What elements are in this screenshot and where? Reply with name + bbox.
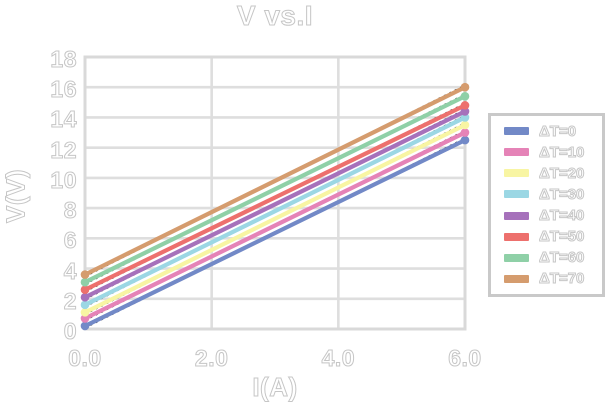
legend-swatch — [504, 148, 529, 157]
legend-label: ΔT=60 — [538, 249, 585, 267]
x-tick-label: 2.0 — [194, 345, 229, 372]
x-axis-label: I(A) — [252, 372, 298, 403]
legend-item: ΔT=50 — [491, 227, 602, 247]
series-line — [82, 130, 468, 321]
y-tick-label: 6 — [63, 227, 77, 254]
series-line — [82, 122, 468, 315]
legend-swatch — [504, 253, 529, 262]
series-line — [82, 103, 468, 292]
legend-item: ΔT=30 — [491, 184, 602, 204]
series-marker — [460, 101, 470, 110]
legend-item: ΔT=0 — [491, 121, 602, 141]
x-tick-label: 4.0 — [321, 345, 356, 372]
legend-label: ΔT=0 — [538, 122, 577, 140]
legend-label: ΔT=70 — [538, 270, 585, 288]
legend-item: ΔT=20 — [491, 163, 602, 183]
series-marker — [460, 107, 470, 116]
x-tick-label: 0.0 — [68, 345, 102, 372]
series-marker — [460, 120, 470, 130]
series-line — [82, 115, 468, 307]
series-marker — [80, 277, 90, 287]
series-marker — [80, 314, 90, 323]
legend-swatch — [504, 127, 529, 136]
legend-swatch — [504, 274, 529, 283]
legend-swatch — [504, 169, 529, 178]
legend-label: ΔT=50 — [538, 228, 585, 246]
legend-item: ΔT=40 — [491, 206, 602, 226]
y-tick-label: 0 — [63, 318, 77, 345]
y-tick-label: 10 — [50, 166, 77, 193]
y-tick-label: 14 — [50, 106, 77, 133]
legend-swatch — [504, 211, 529, 220]
series-marker — [80, 321, 90, 331]
legend-label: ΔT=30 — [538, 185, 585, 203]
series-marker — [80, 292, 90, 302]
y-tick-label: 4 — [63, 257, 77, 284]
series-marker — [460, 135, 470, 145]
series-line — [82, 138, 468, 329]
y-tick-label: 12 — [50, 136, 77, 163]
series-marker — [460, 82, 470, 92]
y-tick-label: 18 — [50, 46, 77, 73]
legend-item: ΔT=60 — [491, 248, 602, 268]
legend-label: ΔT=40 — [538, 207, 585, 225]
legend-label: ΔT=20 — [538, 164, 585, 182]
legend-swatch — [504, 232, 529, 241]
legend: ΔT=0 ΔT=10 ΔT=20 ΔT=30 ΔT=40 ΔT=50 ΔT=60 ΔT=70 — [488, 113, 605, 297]
series-marker — [460, 113, 470, 122]
series-marker — [80, 308, 90, 317]
legend-label: ΔT=10 — [538, 143, 585, 161]
series-marker — [460, 91, 470, 101]
legend-item: ΔT=70 — [491, 269, 602, 289]
legend-item: ΔT=10 — [491, 142, 602, 162]
y-tick-label: 16 — [50, 76, 77, 103]
series-marker — [80, 270, 90, 279]
series-line — [82, 109, 468, 300]
series-line — [82, 85, 468, 277]
x-tick-label: 6.0 — [448, 345, 482, 372]
series-marker — [80, 300, 90, 310]
series-marker — [460, 128, 470, 137]
series-marker — [80, 285, 90, 295]
y-tick-label: 2 — [63, 287, 77, 314]
plot-frame — [83, 55, 467, 331]
series-line — [82, 94, 468, 285]
legend-swatch — [504, 190, 529, 199]
chart-title: V vs.I — [236, 0, 314, 32]
y-tick-label: 8 — [63, 197, 77, 224]
